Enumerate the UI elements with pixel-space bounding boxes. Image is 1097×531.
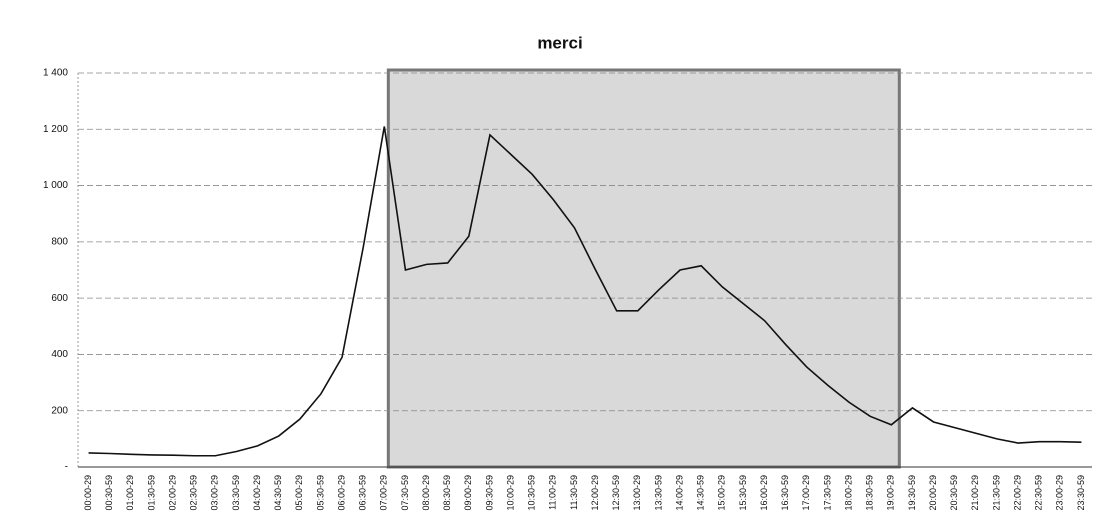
x-tick-label: 01:00-29 bbox=[125, 475, 135, 511]
x-tick-label: 14:00-29 bbox=[674, 475, 684, 511]
x-tick-label: 06:00-29 bbox=[336, 475, 346, 511]
x-tick-label: 16:00-29 bbox=[759, 475, 769, 511]
x-tick-label: 17:00-29 bbox=[801, 475, 811, 511]
x-tick-label: 05:30-59 bbox=[315, 475, 325, 511]
x-tick-label: 18:30-59 bbox=[865, 475, 875, 511]
x-tick-label: 21:30-59 bbox=[991, 475, 1001, 511]
x-tick-label: 06:30-59 bbox=[358, 475, 368, 511]
x-tick-label: 01:30-59 bbox=[146, 475, 156, 511]
x-tick-label: 02:30-59 bbox=[189, 475, 199, 511]
x-tick-label: 07:30-59 bbox=[400, 475, 410, 511]
x-tick-label: 11:00-29 bbox=[548, 475, 558, 510]
y-tick-label: 400 bbox=[51, 349, 68, 360]
x-tick-label: 12:30-59 bbox=[611, 475, 621, 511]
x-tick-label: 13:00-29 bbox=[632, 475, 642, 511]
x-tick-label: 09:30-59 bbox=[484, 475, 494, 511]
x-tick-label: 13:30-59 bbox=[653, 475, 663, 511]
x-tick-label: 08:30-59 bbox=[442, 475, 452, 511]
x-tick-label: 07:00-29 bbox=[379, 475, 389, 511]
chart-title: merci bbox=[537, 33, 582, 52]
x-tick-label: 03:30-59 bbox=[231, 475, 241, 511]
x-tick-label: 16:30-59 bbox=[780, 475, 790, 511]
x-tick-label: 04:00-29 bbox=[252, 475, 262, 511]
y-tick-label: 1 000 bbox=[43, 180, 68, 191]
x-tick-label: 10:30-59 bbox=[527, 475, 537, 511]
x-tick-label: 22:00-29 bbox=[1012, 475, 1022, 511]
x-tick-label: 15:00-29 bbox=[717, 475, 727, 511]
x-tick-label: 19:30-59 bbox=[907, 475, 917, 511]
x-tick-label: 00:30-59 bbox=[104, 475, 114, 511]
y-tick-label: 200 bbox=[51, 405, 68, 416]
y-tick-label: - bbox=[65, 462, 68, 473]
x-tick-label: 23:00-29 bbox=[1055, 475, 1065, 511]
x-tick-label: 18:00-29 bbox=[843, 475, 853, 511]
x-tick-label: 05:00-29 bbox=[294, 475, 304, 511]
x-tick-label: 20:00-29 bbox=[928, 475, 938, 511]
x-tick-label: 11:30-59 bbox=[569, 475, 579, 510]
x-tick-label: 00:00-29 bbox=[83, 475, 93, 511]
x-tick-label: 04:30-59 bbox=[273, 475, 283, 511]
x-tick-label: 15:30-59 bbox=[738, 475, 748, 511]
y-tick-label: 800 bbox=[51, 236, 68, 247]
y-tick-label: 1 400 bbox=[43, 68, 68, 79]
x-tick-label: 22:30-59 bbox=[1034, 475, 1044, 511]
x-tick-label: 08:00-29 bbox=[421, 475, 431, 511]
x-tick-label: 20:30-59 bbox=[949, 475, 959, 511]
x-tick-label: 10:00-29 bbox=[505, 475, 515, 511]
line-series bbox=[88, 126, 1082, 457]
y-tick-label: 1 200 bbox=[43, 124, 68, 135]
x-tick-label: 21:00-29 bbox=[970, 475, 980, 511]
x-tick-label: 23:30-59 bbox=[1076, 475, 1086, 511]
x-tick-label: 17:30-59 bbox=[822, 475, 832, 511]
y-tick-label: 600 bbox=[51, 293, 68, 304]
x-tick-label: 14:30-59 bbox=[696, 475, 706, 511]
x-tick-label: 02:00-29 bbox=[167, 475, 177, 511]
x-tick-label: 12:00-29 bbox=[590, 475, 600, 511]
x-tick-label: 19:00-29 bbox=[886, 475, 896, 511]
x-tick-label: 09:00-29 bbox=[463, 475, 473, 511]
x-tick-label: 03:00-29 bbox=[210, 475, 220, 511]
highlight-region bbox=[386, 68, 901, 469]
